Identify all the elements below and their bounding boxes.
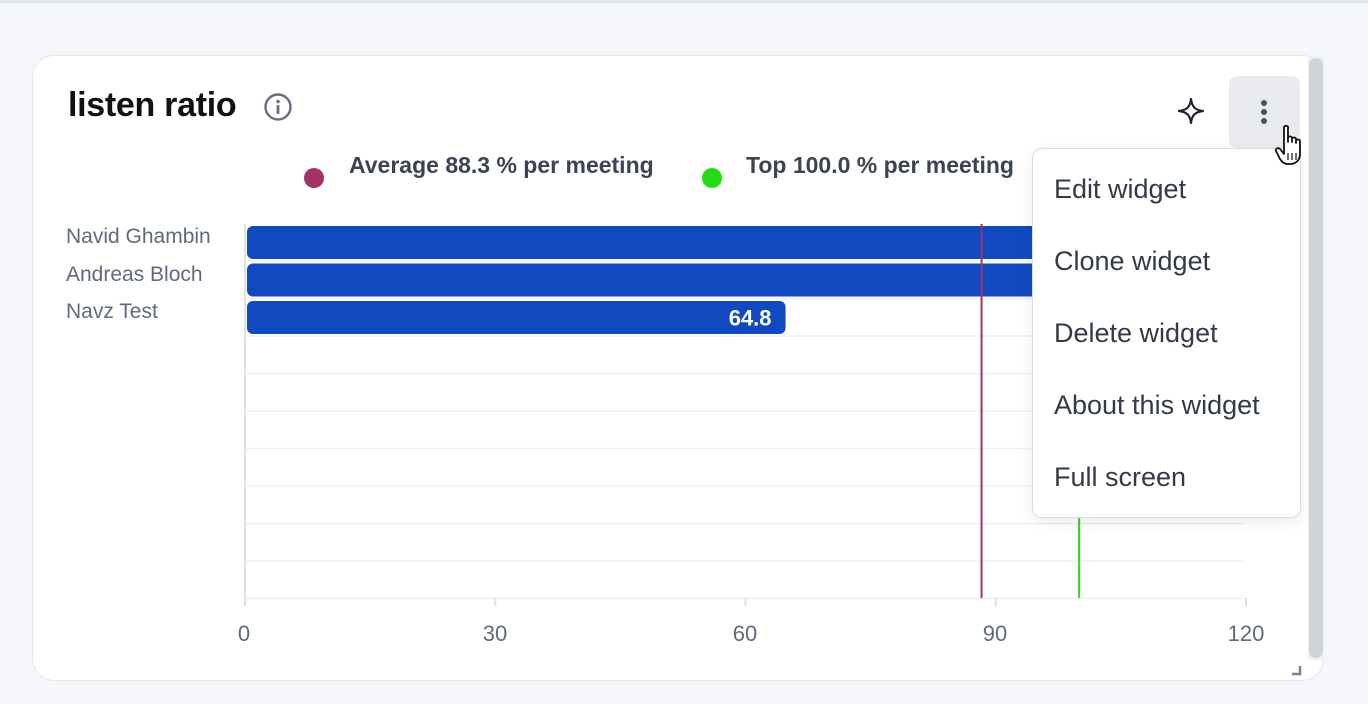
top-divider	[0, 0, 1368, 3]
legend-average-dot	[304, 168, 324, 188]
widget-title: listen ratio	[68, 86, 237, 124]
menu-item-full-screen[interactable]: Full screen	[1054, 462, 1187, 492]
x-tick-label: 60	[732, 621, 758, 646]
x-tick-label: 90	[982, 621, 1008, 646]
scrollbar-thumb[interactable]	[1309, 58, 1323, 658]
legend-average-text: Average 88.3 % per meeting	[349, 152, 654, 178]
bar-value-label: 64.8	[729, 306, 772, 331]
bar	[247, 263, 1080, 297]
x-tick-label: 0	[237, 621, 251, 646]
x-tick-label: 120	[1227, 621, 1265, 646]
widget-options-menu: Edit widget Clone widget Delete widget A…	[1032, 148, 1301, 518]
menu-item-delete-widget[interactable]: Delete widget	[1054, 318, 1218, 348]
bar-label: Navz Test	[66, 300, 158, 323]
bar-label: Andreas Bloch	[66, 263, 203, 286]
sparkle-icon[interactable]	[1176, 96, 1206, 126]
menu-item-clone-widget[interactable]: Clone widget	[1054, 246, 1211, 276]
more-vertical-icon	[1261, 100, 1267, 124]
bar-label: Navid Ghambin	[66, 225, 211, 248]
bar	[247, 301, 786, 334]
legend-top-dot	[702, 168, 722, 188]
menu-item-edit-widget[interactable]: Edit widget	[1054, 174, 1187, 204]
info-icon[interactable]	[263, 92, 293, 122]
menu-item-about-widget[interactable]: About this widget	[1054, 390, 1260, 420]
bar	[247, 226, 1080, 259]
x-tick-label: 30	[482, 621, 508, 646]
legend-top-text: Top 100.0 % per meeting	[746, 152, 1014, 178]
resize-handle-icon[interactable]	[1290, 664, 1302, 676]
hand-pointer-icon	[1274, 124, 1301, 165]
